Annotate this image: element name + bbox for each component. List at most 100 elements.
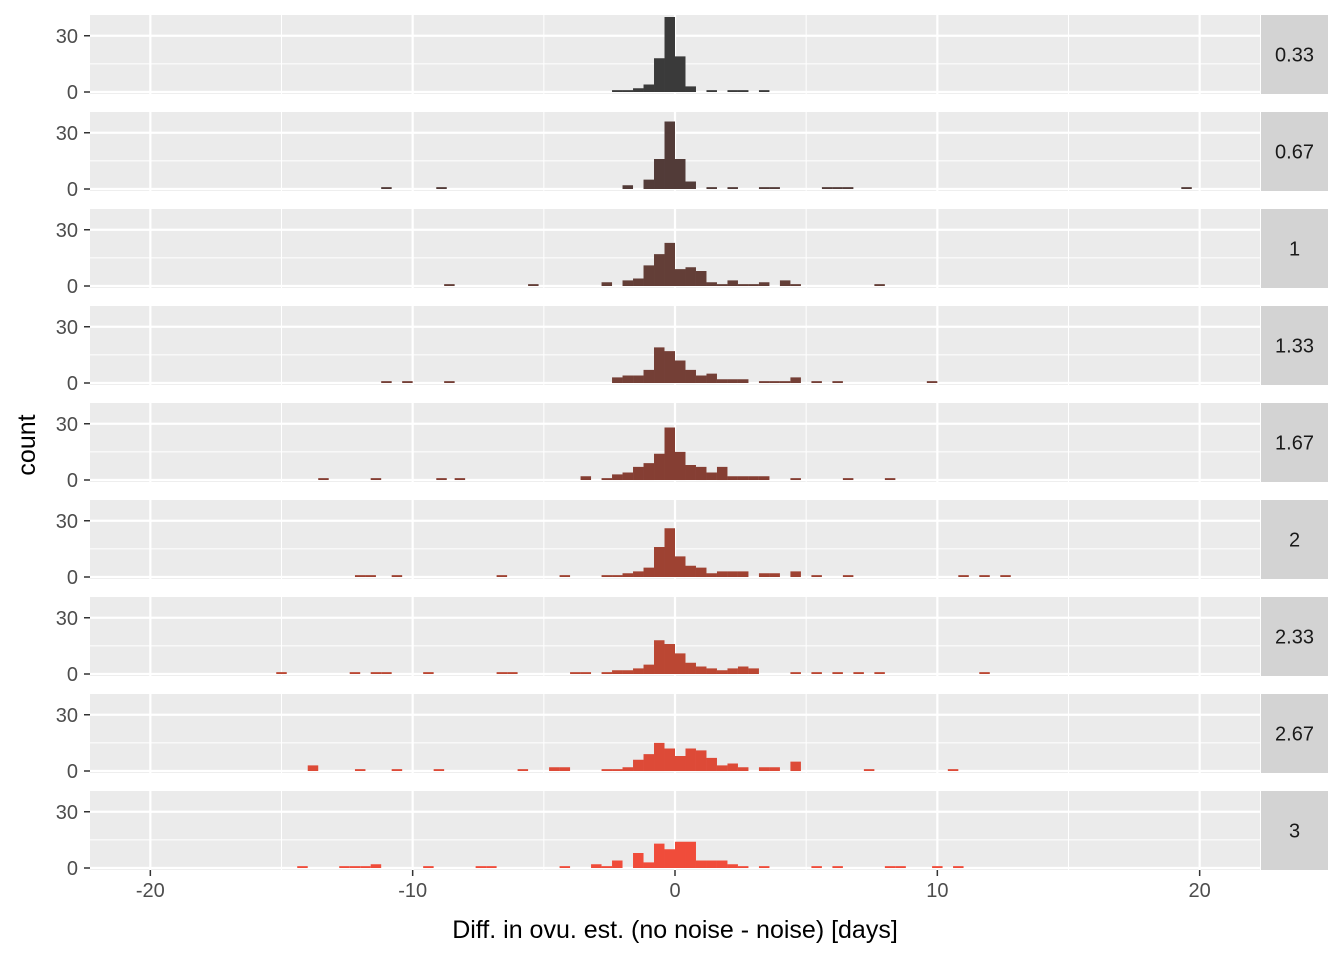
- histogram-bar: [1000, 575, 1011, 578]
- histogram-bar: [664, 849, 675, 868]
- y-tick-label: 0: [67, 276, 78, 298]
- histogram-bar: [874, 284, 885, 287]
- histogram-bar: [444, 284, 455, 287]
- histogram-bar: [654, 58, 665, 92]
- panel-2: 0 30 2: [56, 500, 1328, 589]
- histogram-bar: [790, 377, 801, 384]
- histogram-bar: [307, 765, 319, 772]
- histogram-bar: [402, 381, 413, 384]
- facet-strip: [1261, 112, 1328, 191]
- histogram-bar: [832, 381, 843, 384]
- histogram-bar: [727, 476, 738, 480]
- histogram-bar: [433, 769, 445, 772]
- x-tick-label: -10: [398, 880, 427, 902]
- histogram-bar: [685, 181, 696, 189]
- histogram-bar: [633, 466, 644, 481]
- histogram-bar: [790, 478, 801, 481]
- histogram-bar: [612, 474, 623, 481]
- histogram-bar: [695, 375, 707, 383]
- histogram-bar: [685, 86, 696, 93]
- histogram-bar: [695, 567, 707, 578]
- histogram-bar: [947, 769, 959, 772]
- histogram-bar: [664, 427, 675, 480]
- histogram-bar: [675, 451, 686, 481]
- histogram-bar: [811, 575, 822, 578]
- histogram-bar: [654, 159, 665, 189]
- histogram-bar: [811, 672, 822, 675]
- histogram-bar: [706, 472, 717, 480]
- facet-strip: [1261, 209, 1328, 288]
- histogram-bar: [790, 672, 801, 675]
- histogram-bar: [559, 767, 571, 771]
- histogram-bar: [832, 672, 843, 675]
- facet-strip: [1261, 306, 1328, 385]
- histogram-bar: [622, 573, 634, 577]
- histogram-bar: [675, 756, 686, 771]
- histogram-bar: [517, 769, 529, 772]
- histogram-bar: [769, 573, 780, 577]
- histogram-bar: [811, 381, 822, 384]
- histogram-bar: [496, 575, 508, 578]
- y-tick-label: 30: [56, 414, 78, 436]
- y-tick-label: 0: [67, 179, 78, 201]
- histogram-bar: [685, 465, 696, 480]
- histogram-bar: [932, 866, 943, 869]
- histogram-bar: [675, 159, 686, 189]
- histogram-bar: [748, 476, 759, 480]
- histogram-bar: [737, 90, 749, 93]
- histogram-bar: [953, 866, 964, 869]
- histogram-bar: [706, 757, 717, 772]
- histogram-bar: [612, 377, 623, 384]
- histogram-bar: [664, 528, 675, 577]
- histogram-bar: [675, 269, 686, 287]
- histogram-bar: [622, 670, 634, 674]
- histogram-bar: [706, 668, 717, 675]
- facet-strip-label: 1: [1289, 239, 1300, 261]
- histogram-bar: [716, 860, 728, 868]
- histogram-bar: [706, 90, 717, 93]
- histogram-bar: [675, 556, 686, 578]
- panel-2.33: 0 30 2.33: [56, 597, 1328, 686]
- histogram-bar: [695, 666, 707, 674]
- histogram-bar: [748, 284, 759, 287]
- y-axis-title: count: [13, 414, 41, 475]
- histogram-bar: [436, 478, 447, 481]
- histogram-bar: [580, 476, 592, 480]
- histogram-bar: [423, 866, 434, 869]
- histogram-bar: [706, 282, 717, 286]
- histogram-bar: [643, 754, 655, 772]
- histogram-bar: [622, 767, 634, 771]
- histogram-bar: [664, 242, 675, 287]
- y-tick-label: 30: [56, 123, 78, 145]
- histogram-bar: [633, 278, 644, 286]
- histogram-bar: [758, 381, 770, 384]
- histogram-bar: [370, 672, 382, 675]
- histogram-bar: [727, 280, 738, 287]
- facet-strip: [1261, 791, 1328, 870]
- y-tick-label: 30: [56, 802, 78, 824]
- histogram-bar: [643, 664, 655, 675]
- histogram-bar: [528, 284, 539, 287]
- histogram-bar: [958, 575, 969, 578]
- histogram-bar: [748, 668, 759, 675]
- histogram-bar: [559, 866, 571, 869]
- y-tick-label: 30: [56, 511, 78, 533]
- histogram-bar: [1181, 187, 1192, 190]
- histogram-bar: [706, 187, 717, 190]
- facet-strip-label: 0.67: [1275, 142, 1314, 164]
- y-tick-label: 30: [56, 317, 78, 339]
- histogram-bar: [685, 841, 696, 868]
- histogram-bar: [591, 864, 602, 868]
- histogram-bar: [654, 547, 665, 577]
- histogram-bar: [601, 575, 613, 578]
- histogram-bar: [979, 672, 990, 675]
- histogram-bar: [633, 759, 644, 771]
- histogram-bar: [370, 478, 382, 481]
- y-tick-label: 0: [67, 373, 78, 395]
- histogram-bar: [365, 575, 376, 578]
- histogram-bar: [727, 763, 738, 771]
- histogram-bar: [559, 575, 571, 578]
- histogram-bar: [643, 179, 655, 190]
- facet-strip-label: 3: [1289, 821, 1300, 843]
